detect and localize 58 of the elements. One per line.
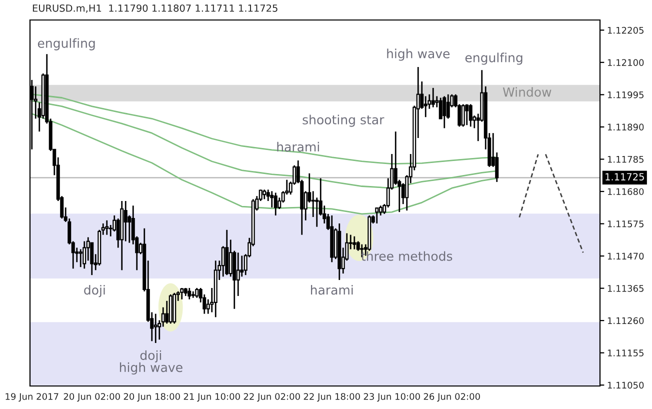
candlestick [154,313,158,344]
candlestick [105,220,109,236]
candlestick [82,240,86,270]
candlestick [424,96,428,118]
candlestick [431,87,435,108]
candlestick [461,104,465,128]
y-tick-label: 1.11995 [608,91,644,98]
y-tick-label: 1.11470 [608,252,644,260]
annotation: harami [310,284,353,295]
x-tick-label: 21 Jun 10:00 [184,393,240,402]
annotation: three methods [361,251,452,261]
annotation: doji [84,284,105,298]
y-tick-label: 1.12100 [608,59,644,66]
annotation: doji high wave [120,350,182,375]
x-tick-label: 19 Jun 2017 [6,393,58,402]
candlestick [221,245,225,278]
candlestick [228,239,232,278]
band-label: Window [502,87,552,97]
candlestick [124,200,128,242]
x-tick-label: 22 Jun 02:00 [244,393,300,402]
y-tick-label: 1.11575 [608,220,644,228]
candlestick [262,188,266,200]
candlestick [465,104,469,126]
candlestick [78,248,82,268]
candlestick [274,192,278,216]
line-series [31,113,498,215]
y-tick-label: 1.11260 [608,317,644,324]
x-tick-label: 20 Jun 18:00 [124,393,180,402]
y-tick-label: 1.11785 [608,156,644,163]
candlestick [378,204,382,216]
candlestick [236,252,240,297]
candlestick [468,104,472,128]
y-tick-label: 1.12205 [608,26,644,34]
x-tick-label: 20 Jun 02:00 [64,393,120,402]
ref-line-label: 1.11725 [606,173,644,180]
candlestick [180,287,184,300]
y-tick-label: 1.11365 [608,285,644,292]
annotation: harami [277,142,319,152]
candlestick [352,236,356,250]
candlestick [195,287,199,298]
annotation: engulfing [38,38,95,50]
y-tick-label: 1.11680 [608,188,644,196]
candlestick [108,224,112,238]
x-tick-label: 26 Jun 02:00 [424,393,480,402]
y-tick-label: 1.11050 [608,382,644,389]
x-tick-label: 23 Jun 10:00 [364,393,420,402]
candlestick [311,190,315,218]
y-tick-label: 1.11155 [608,350,644,356]
x-tick-label: 22 Jun 18:00 [304,393,360,402]
chart-title: EURUSD.m,H1 1.11790 1.11807 1.11711 1.11725 [32,4,278,13]
annotation: engulfing [465,52,522,65]
annotation: high wave [387,48,450,61]
y-tick-label: 1.11890 [608,124,644,130]
candlestick [375,206,379,224]
annotation: shooting star [302,114,384,127]
candlestick [240,255,244,278]
candlestick [188,287,192,300]
candlestick [442,96,446,129]
